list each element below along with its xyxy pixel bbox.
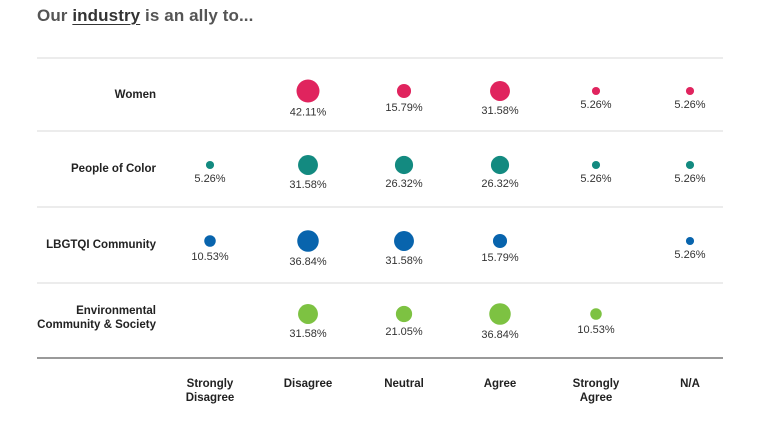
data-label: 31.58% (385, 255, 423, 267)
data-label: 15.79% (385, 102, 423, 114)
data-label: 5.26% (674, 173, 705, 185)
data-label: 10.53% (191, 251, 229, 263)
data-label: 5.26% (674, 99, 705, 111)
data-label: 36.84% (289, 256, 327, 268)
bubble-environmental-community-and-society-neutral (395, 305, 413, 323)
bubble-lbgtqi-community-agree (492, 233, 508, 249)
column-label-agree: Agree (484, 378, 517, 390)
bubble-people-of-color-agree (490, 155, 510, 175)
chart-title: Our industry is an ally to... (37, 6, 253, 26)
bubble-environmental-community-and-society-disagree (298, 304, 318, 324)
bubble-women-strongly-agree (591, 86, 601, 96)
title-underlined-word: industry (72, 6, 141, 25)
title-suffix: is an ally to... (140, 6, 254, 25)
data-label: 21.05% (385, 326, 423, 338)
bubble-women-n-a (685, 86, 695, 96)
bubble-people-of-color-strongly-agree (591, 160, 601, 170)
bubble-women-neutral (396, 83, 412, 99)
data-label: 10.53% (577, 324, 615, 336)
data-label: 15.79% (481, 252, 519, 264)
bubble-environmental-community-and-society-strongly-agree (590, 308, 602, 320)
column-label-n-a: N/A (680, 378, 700, 390)
data-label: 5.26% (580, 173, 611, 185)
bubble-people-of-color-neutral (394, 155, 414, 175)
column-label-strongly-disagree: Strongly Disagree (186, 378, 235, 404)
data-label: 31.58% (481, 105, 519, 117)
bubble-people-of-color-n-a (685, 160, 695, 170)
bubble-environmental-community-and-society-agree (489, 303, 511, 325)
bubble-lbgtqi-community-disagree (297, 230, 319, 252)
data-label: 5.26% (674, 249, 705, 261)
bubble-lbgtqi-community-n-a (685, 236, 695, 246)
bubble-women-agree (490, 81, 510, 101)
bubble-lbgtqi-community-neutral (394, 231, 414, 251)
bubble-people-of-color-disagree (298, 155, 318, 175)
data-label: 5.26% (580, 99, 611, 111)
data-label: 26.32% (481, 178, 519, 190)
data-label: 36.84% (481, 329, 519, 341)
row-label-environmental-community-and-society: Environmental Community & Society (37, 305, 156, 331)
data-label: 42.11% (290, 107, 327, 119)
column-label-strongly-agree: Strongly Agree (573, 378, 620, 404)
bubble-lbgtqi-community-strongly-disagree (204, 235, 216, 247)
column-label-neutral: Neutral (384, 378, 424, 390)
row-label-women: Women (115, 89, 156, 101)
bubble-women-disagree (296, 79, 320, 103)
row-label-lbgtqi-community: LBGTQI Community (46, 239, 156, 251)
data-label: 31.58% (289, 328, 327, 340)
row-label-people-of-color: People of Color (71, 163, 157, 175)
column-label-disagree: Disagree (284, 378, 333, 390)
bubble-people-of-color-strongly-disagree (205, 160, 215, 170)
data-label: 5.26% (194, 173, 225, 185)
title-prefix: Our (37, 6, 73, 25)
data-label: 31.58% (289, 179, 327, 191)
data-label: 26.32% (385, 178, 423, 190)
